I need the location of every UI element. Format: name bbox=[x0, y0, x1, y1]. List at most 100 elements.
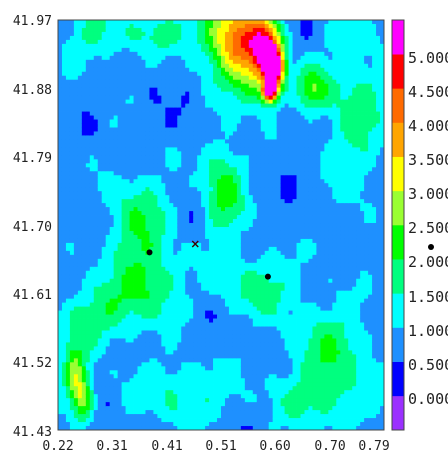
contour-cell bbox=[65, 111, 71, 116]
contour-cell bbox=[153, 115, 158, 120]
contour-cell bbox=[240, 47, 246, 53]
contour-cell bbox=[145, 187, 150, 192]
contour-cell bbox=[145, 71, 150, 77]
contour-cell bbox=[244, 398, 250, 403]
contour-cell bbox=[169, 191, 174, 196]
contour-cell bbox=[121, 179, 126, 184]
contour-cell bbox=[73, 39, 79, 45]
contour-cell bbox=[77, 20, 83, 25]
contour-cell bbox=[141, 354, 146, 359]
contour-cell bbox=[248, 55, 254, 61]
contour-cell bbox=[101, 39, 107, 45]
contour-cell bbox=[109, 254, 115, 260]
contour-cell bbox=[65, 99, 71, 104]
contour-cell bbox=[121, 342, 126, 347]
contour-cell bbox=[149, 342, 154, 347]
contour-cell bbox=[141, 39, 146, 45]
contour-cell bbox=[161, 342, 166, 347]
contour-cell bbox=[117, 290, 123, 296]
contour-cell bbox=[157, 87, 162, 93]
contour-cell bbox=[58, 163, 63, 168]
contour-cell bbox=[69, 302, 75, 307]
contour-cell bbox=[244, 211, 250, 216]
contour-cell bbox=[81, 167, 87, 172]
contour-cell bbox=[232, 322, 238, 327]
contour-cell bbox=[217, 282, 222, 288]
contour-cell bbox=[244, 266, 250, 272]
contour-cell bbox=[240, 402, 246, 407]
contour-cell bbox=[109, 195, 115, 200]
contour-cell bbox=[69, 47, 75, 53]
contour-cell bbox=[149, 326, 154, 331]
contour-cell bbox=[232, 39, 238, 45]
contour-cell bbox=[193, 103, 198, 108]
contour-cell bbox=[137, 51, 142, 57]
contour-cell bbox=[161, 167, 166, 172]
contour-cell bbox=[133, 362, 138, 367]
contour-cell bbox=[205, 31, 210, 37]
contour-cell bbox=[217, 43, 222, 49]
contour-cell bbox=[228, 406, 234, 411]
contour-cell bbox=[161, 51, 166, 57]
contour-cell bbox=[133, 39, 138, 45]
contour-cell bbox=[169, 394, 174, 399]
contour-cell bbox=[197, 223, 202, 228]
contour-cell bbox=[109, 159, 115, 164]
contour-cell bbox=[109, 199, 115, 204]
contour-cell bbox=[109, 290, 115, 296]
contour-cell bbox=[189, 354, 194, 359]
contour-cell bbox=[77, 99, 83, 104]
contour-cell bbox=[129, 342, 134, 347]
contour-cell bbox=[121, 230, 126, 236]
contour-cell bbox=[141, 103, 146, 108]
contour-cell bbox=[173, 135, 178, 140]
contour-cell bbox=[61, 107, 67, 112]
contour-cell bbox=[217, 330, 222, 335]
contour-cell bbox=[93, 302, 99, 307]
contour-cell bbox=[89, 286, 95, 292]
contour-cell bbox=[77, 370, 83, 375]
contour-cell bbox=[121, 362, 126, 367]
contour-cell bbox=[101, 382, 107, 387]
contour-cell bbox=[161, 115, 166, 120]
contour-cell bbox=[236, 378, 242, 383]
contour-cell bbox=[236, 63, 242, 69]
contour-cell bbox=[201, 262, 206, 268]
contour-cell bbox=[89, 99, 95, 104]
contour-cell bbox=[85, 362, 91, 367]
contour-cell bbox=[81, 326, 87, 331]
contour-cell bbox=[129, 234, 134, 240]
contour-cell bbox=[137, 314, 142, 319]
contour-cell bbox=[228, 55, 234, 61]
contour-cell bbox=[65, 187, 71, 192]
contour-cell bbox=[169, 67, 174, 73]
contour-cell bbox=[137, 302, 142, 307]
contour-cell bbox=[101, 334, 107, 339]
contour-cell bbox=[73, 139, 79, 144]
contour-cell bbox=[89, 370, 95, 375]
contour-cell bbox=[244, 302, 250, 307]
contour-cell bbox=[240, 394, 246, 399]
contour-cell bbox=[213, 39, 218, 45]
contour-cell bbox=[217, 199, 222, 204]
contour-cell bbox=[129, 246, 134, 252]
contour-cell bbox=[89, 338, 95, 343]
contour-cell bbox=[189, 203, 194, 208]
contour-cell bbox=[145, 219, 150, 224]
contour-cell bbox=[213, 175, 218, 180]
contour-cell bbox=[169, 414, 174, 419]
contour-cell bbox=[121, 426, 126, 430]
contour-cell bbox=[181, 139, 186, 144]
contour-cell bbox=[145, 234, 150, 240]
contour-cell bbox=[157, 286, 162, 292]
contour-cell bbox=[133, 314, 138, 319]
contour-cell bbox=[145, 226, 150, 232]
contour-cell bbox=[65, 163, 71, 168]
contour-cell bbox=[141, 191, 146, 196]
contour-cell bbox=[189, 338, 194, 343]
contour-cell bbox=[58, 43, 63, 49]
contour-cell bbox=[201, 310, 206, 315]
contour-cell bbox=[240, 326, 246, 331]
contour-cell bbox=[169, 99, 174, 104]
contour-cell bbox=[161, 139, 166, 144]
